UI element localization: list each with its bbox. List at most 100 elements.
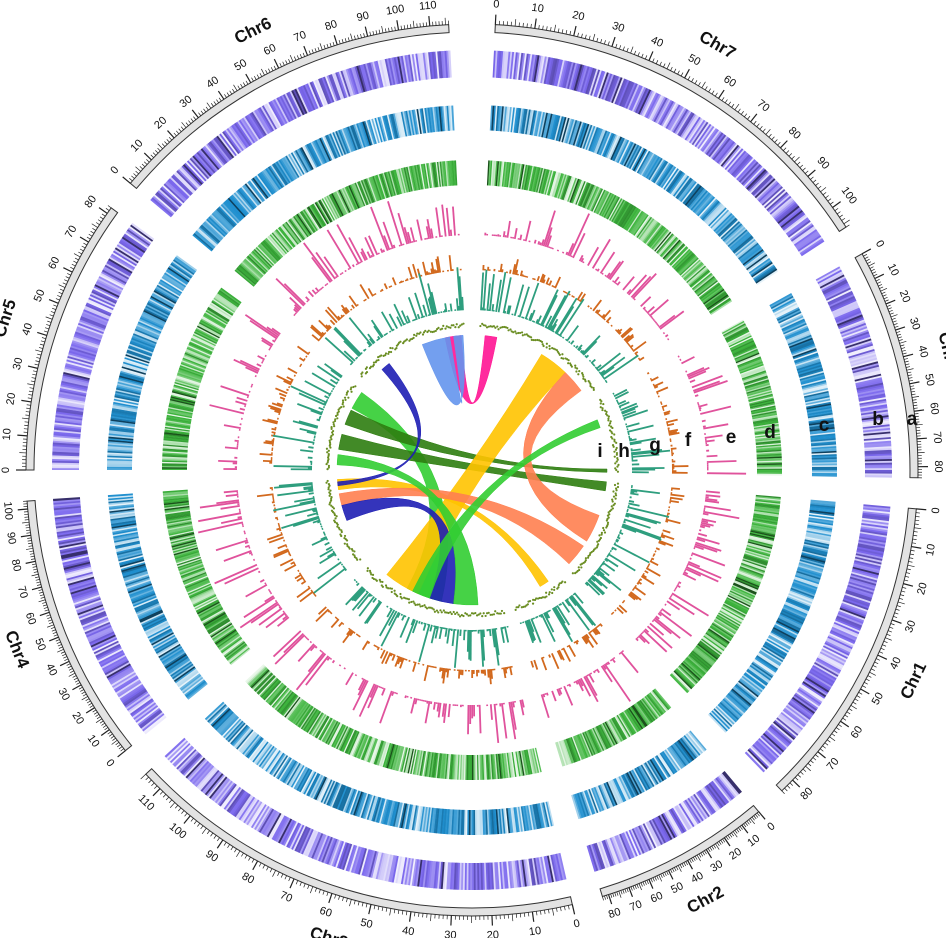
scatter-point-h [327, 453, 330, 456]
heatmap-cell-c [108, 429, 135, 435]
heatmap-cell-c [417, 806, 424, 832]
heatmap-cell-d [599, 192, 612, 216]
histogram-bar-e [606, 272, 611, 278]
heatmap-cell-d [579, 733, 591, 758]
heatmap-cell-b [150, 198, 173, 218]
heatmap-cell-c [447, 809, 452, 835]
heatmap-cell-d [424, 163, 431, 189]
histogram-bar-e [651, 619, 655, 623]
heatmap-cell-d [754, 502, 781, 507]
heatmap-cell-c [127, 583, 153, 594]
heatmap-cell-d [540, 169, 549, 194]
heatmap-cell-c [419, 806, 425, 832]
histogram-bar-g [369, 338, 375, 345]
heatmap-cell-d [185, 578, 210, 590]
heatmap-cell-c [625, 144, 638, 168]
histogram-bar-f [400, 280, 403, 284]
heatmap-cell-d [611, 199, 625, 223]
heatmap-cell-b [406, 54, 413, 82]
heatmap-cell-c [731, 688, 752, 707]
heatmap-cell-d [636, 702, 653, 724]
histogram-bar-e [705, 497, 718, 502]
histogram-bar-e [352, 680, 369, 711]
histogram-bar-g [388, 330, 392, 333]
heatmap-cell-b [705, 784, 724, 808]
heatmap-cell-c [306, 772, 319, 796]
heatmap-cell-d [733, 581, 758, 593]
heatmap-cell-b [342, 69, 353, 97]
heatmap-cell-d [193, 594, 217, 608]
heatmap-cell-d [162, 450, 188, 454]
heatmap-cell-b [56, 409, 84, 416]
heatmap-cell-d [169, 532, 195, 540]
heatmap-cell-b [56, 527, 84, 534]
heatmap-cell-d [647, 693, 664, 715]
heatmap-cell-c [781, 608, 806, 621]
histogram-bar-g [616, 536, 621, 540]
histogram-bar-f [403, 658, 407, 661]
scatter-point-h [545, 591, 548, 594]
heatmap-cell-d [252, 671, 272, 691]
heatmap-cell-d [591, 728, 604, 752]
heatmap-cell-c [782, 606, 807, 619]
heatmap-cell-c [121, 367, 146, 377]
heatmap-cell-b [682, 800, 700, 825]
heatmap-cell-b [800, 684, 825, 701]
heatmap-cell-c [274, 755, 290, 778]
heatmap-cell-d [277, 692, 295, 713]
heatmap-cell-b [211, 778, 231, 801]
histogram-bar-g [322, 531, 325, 534]
heatmap-cell-b [590, 69, 601, 96]
heatmap-cell-c [449, 105, 454, 131]
histogram-bar-e [587, 246, 600, 267]
heatmap-cell-c [413, 109, 420, 135]
heatmap-cell-c [489, 105, 494, 131]
heatmap-cell-b [361, 64, 371, 91]
heatmap-cell-b [185, 161, 206, 183]
heatmap-cell-d [291, 701, 308, 724]
histogram-bar-e [245, 366, 259, 374]
heatmap-cell-d [211, 623, 233, 639]
histogram-bar-f [340, 316, 343, 319]
heatmap-cell-d [347, 185, 359, 210]
histogram-bar-f [649, 560, 659, 567]
heatmap-cell-d [210, 622, 233, 638]
heatmap-cell-b [196, 766, 216, 789]
scatter-point-h [500, 609, 504, 613]
heatmap-cell-d [562, 739, 572, 765]
histogram-bar-f [504, 667, 508, 674]
heatmap-cell-b [299, 828, 313, 854]
histogram-bar-f [446, 668, 450, 678]
heatmap-cell-b [776, 717, 799, 737]
histogram-bar-e [567, 243, 575, 256]
scatter-point-h [325, 462, 328, 466]
heatmap-cell-c [361, 794, 372, 819]
heatmap-cell-c [748, 258, 771, 275]
heatmap-cell-d [598, 724, 612, 748]
heatmap-cell-b [420, 52, 427, 80]
heatmap-cell-b [96, 278, 122, 294]
heatmap-cell-b [737, 160, 758, 182]
heatmap-cell-b [551, 854, 560, 882]
heatmap-cell-c [218, 714, 237, 734]
heatmap-cell-d [635, 702, 651, 725]
histogram-bar-e [704, 499, 720, 504]
heatmap-cell-d [172, 543, 198, 552]
heatmap-cell-b [192, 762, 212, 785]
heatmap-cell-b [623, 82, 637, 109]
heatmap-cell-c [240, 733, 259, 754]
heatmap-cell-d [165, 511, 191, 518]
heatmap-cell-c [715, 706, 735, 725]
heatmap-cell-b [769, 725, 792, 745]
heatmap-cell-d [646, 694, 663, 716]
histogram-bar-g [356, 582, 360, 587]
heatmap-cell-d [193, 332, 217, 346]
heatmap-cell-c [402, 111, 409, 137]
histogram-bar-g [399, 616, 410, 638]
histogram-bar-g [481, 629, 486, 661]
heatmap-cell-b [595, 71, 606, 98]
heatmap-cell-c [526, 109, 533, 135]
heatmap-cell-d [188, 584, 212, 597]
heatmap-cell-d [609, 198, 623, 221]
histogram-bar-e [432, 701, 436, 710]
